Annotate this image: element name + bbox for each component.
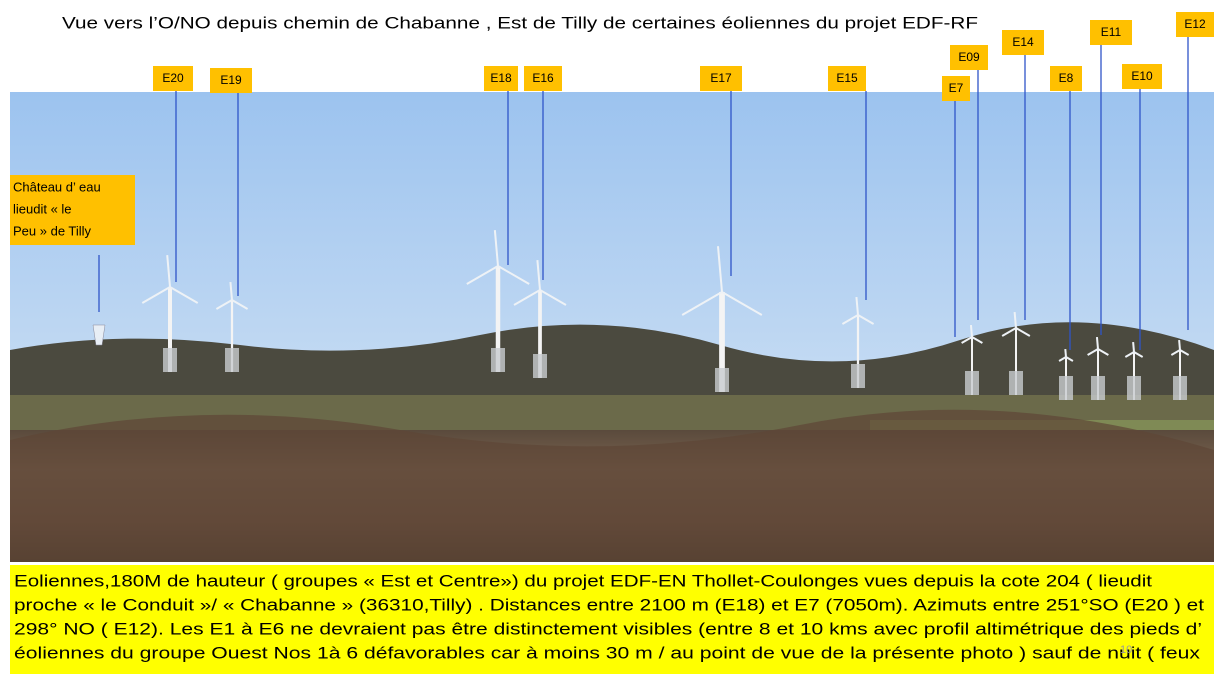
tower-base — [533, 354, 547, 378]
tower-base — [1127, 376, 1141, 400]
caption-line: éoliennes du groupe Ouest Nos 1à 6 défav… — [14, 643, 1201, 662]
tower-base — [851, 364, 865, 388]
title: Vue vers l’O/NO depuis chemin de Chabann… — [62, 13, 978, 32]
label-text: E12 — [1184, 17, 1206, 31]
label-text: E10 — [1131, 69, 1153, 83]
tower-base — [1173, 376, 1187, 400]
label-text: E19 — [220, 73, 242, 87]
label-text: E09 — [958, 50, 980, 64]
page: {"header": {"title": "Vue vers l’O/NO de… — [0, 0, 1216, 674]
caption-line: proche « le Conduit »/ « Chabanne » (363… — [14, 595, 1204, 614]
label-text: E17 — [710, 71, 732, 85]
caption-line: 298° NO ( E12). Les E1 à E6 ne devraient… — [14, 619, 1202, 638]
tower-base — [225, 348, 239, 372]
caption: Eoliennes,180M de hauteur ( groupes « Es… — [10, 565, 1214, 674]
label-text: E11 — [1101, 25, 1122, 39]
chateau-line: lieudit « le — [13, 201, 72, 216]
chateau-line: Peu » de Tilly — [13, 223, 92, 238]
tower-base — [1009, 371, 1023, 395]
label-text: E16 — [532, 71, 554, 85]
tower-base — [1059, 376, 1073, 400]
label-text: E14 — [1012, 35, 1034, 49]
label-text: E8 — [1059, 71, 1074, 85]
tower-base — [491, 348, 505, 372]
photo — [10, 92, 1214, 562]
tower-base — [965, 371, 979, 395]
blade — [971, 325, 972, 337]
label-text: E20 — [162, 71, 184, 85]
blade — [1179, 340, 1180, 350]
caption-line: Eoliennes,180M de hauteur ( groupes « Es… — [14, 571, 1152, 590]
label-text: E7 — [949, 81, 964, 95]
tower-base — [715, 368, 729, 392]
blade — [1065, 349, 1066, 357]
blade — [1015, 312, 1016, 328]
blade — [1097, 337, 1098, 349]
page-number: 10 — [1120, 644, 1132, 656]
tower-base — [163, 348, 177, 372]
chateau-line: Château d’ eau — [13, 179, 101, 194]
blade — [1133, 342, 1134, 352]
tower-base — [1091, 376, 1105, 400]
slide: Vue vers l’O/NO depuis chemin de Chabann… — [0, 0, 1216, 674]
label-text: E15 — [836, 71, 858, 85]
label-text: E18 — [490, 71, 512, 85]
